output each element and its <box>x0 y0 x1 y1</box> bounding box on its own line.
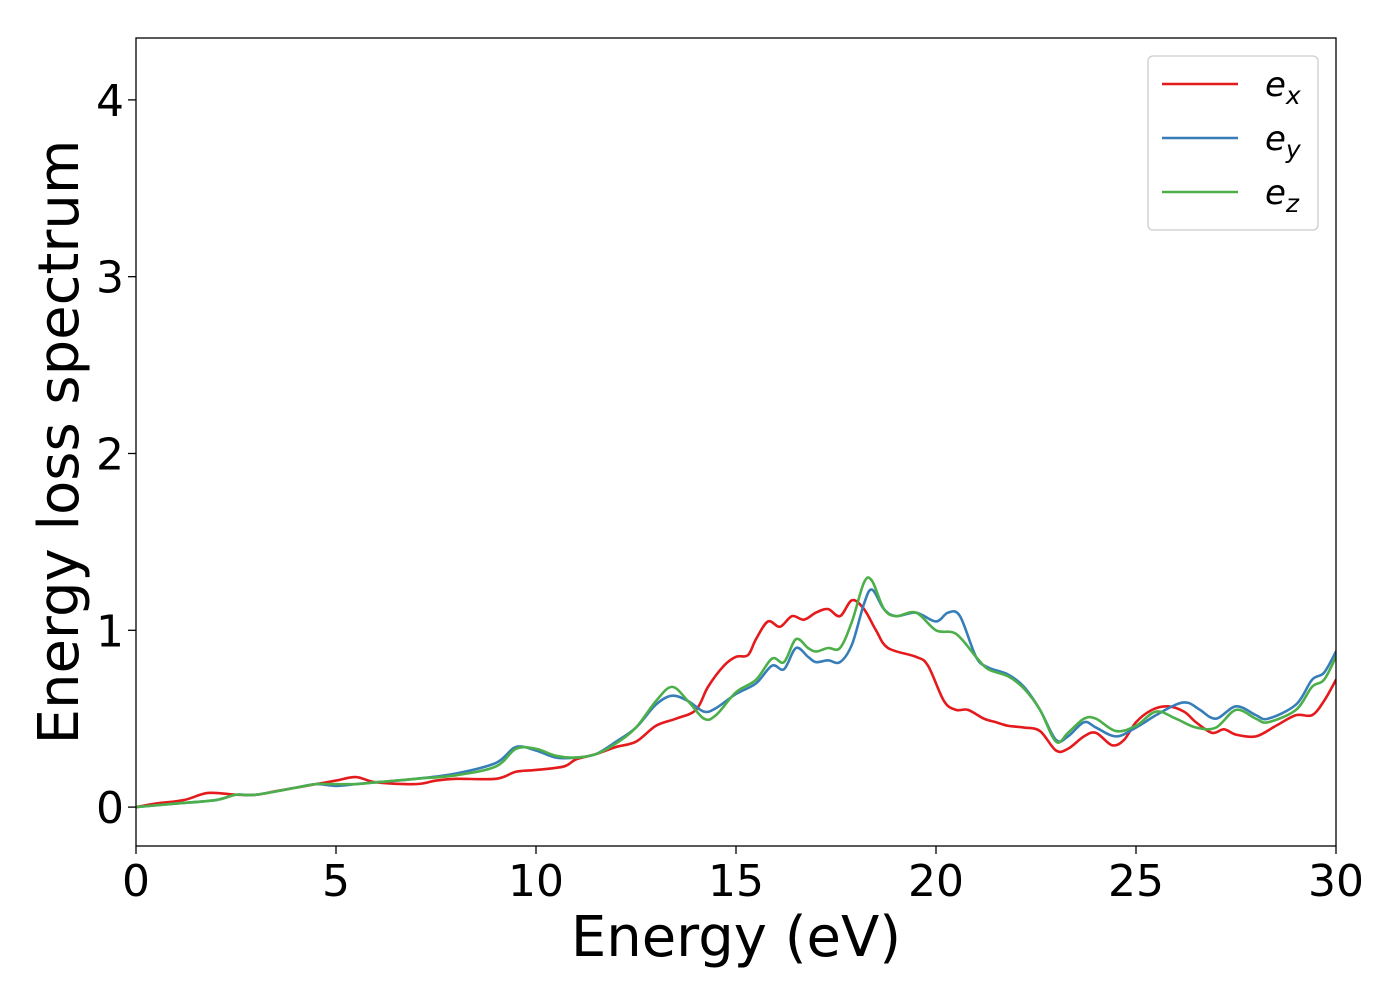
legend-label: ey <box>1265 119 1302 164</box>
x-tick-label: 0 <box>122 856 150 907</box>
y-tick-label: 3 <box>96 253 124 304</box>
x-tick-label: 20 <box>908 856 964 907</box>
x-axis-label: Energy (eV) <box>571 905 901 970</box>
series-line-e-x <box>136 598 1336 809</box>
x-tick-label: 5 <box>322 856 350 907</box>
series-lines <box>136 576 1336 809</box>
y-axis-label: Energy loss spectrum <box>27 140 92 745</box>
x-tick-label: 10 <box>508 856 564 907</box>
x-tick-label: 15 <box>708 856 764 907</box>
legend-label: ex <box>1265 65 1301 110</box>
legend-box <box>1147 55 1319 231</box>
x-tick-label: 25 <box>1108 856 1164 907</box>
x-tick-label: 30 <box>1308 856 1364 907</box>
y-tick-label: 0 <box>96 783 124 834</box>
y-axis: 0 1 2 3 4 <box>96 76 136 834</box>
legend-label: ez <box>1265 173 1300 218</box>
y-tick-label: 1 <box>96 606 124 657</box>
x-axis: 0 5 10 15 20 25 30 <box>122 846 1364 907</box>
y-tick-label: 4 <box>96 76 124 127</box>
legend: ex ey ez <box>1147 55 1319 231</box>
series-line-e-y <box>136 588 1336 809</box>
y-tick-label: 2 <box>96 429 124 480</box>
series-line-e-z <box>136 576 1336 809</box>
